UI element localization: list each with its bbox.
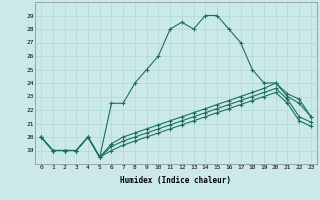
X-axis label: Humidex (Indice chaleur): Humidex (Indice chaleur)	[121, 176, 231, 185]
